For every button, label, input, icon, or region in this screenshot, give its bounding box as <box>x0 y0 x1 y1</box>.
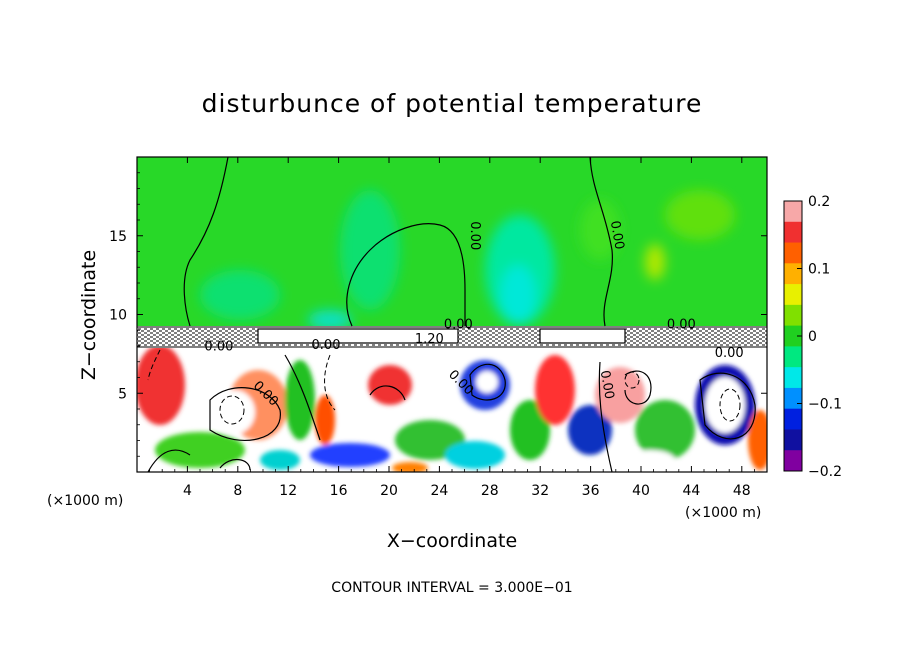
field-blob <box>155 432 245 468</box>
colorbar-segment <box>784 325 802 347</box>
x-axis: 4 8 12 16 20 24 28 32 36 40 44 48 <box>149 157 755 499</box>
field-blob <box>368 365 412 405</box>
field-blob <box>510 400 550 460</box>
x-unit-left: (×1000 m) <box>47 493 123 509</box>
contour-box <box>257 328 459 344</box>
field-blob <box>200 270 280 320</box>
field-blob <box>500 265 536 325</box>
contour-value-label: 0.00 <box>597 369 617 400</box>
field-blob <box>705 377 745 433</box>
contour-value-label: 1.20 <box>415 332 444 347</box>
contour-line <box>183 157 229 327</box>
contour-line <box>219 459 251 471</box>
field-blob <box>215 390 255 434</box>
x-tick-label: 20 <box>380 483 398 499</box>
y-tick-label: 15 <box>109 229 127 245</box>
contour-line <box>589 157 613 327</box>
field-blob <box>308 310 352 330</box>
colorbar-segment <box>784 201 802 223</box>
colorbar-segment <box>784 387 802 410</box>
contour-line <box>598 361 613 472</box>
x-axis-label: X−coordinate <box>387 530 517 552</box>
y-axis: 5 10 15 <box>109 172 767 457</box>
colorbar-segment <box>784 242 802 264</box>
field-blob <box>645 244 665 280</box>
x-unit-right: (×1000 m) <box>685 505 761 521</box>
field-blob <box>315 395 335 445</box>
contour-value-label: 0.00 <box>204 340 233 355</box>
contour-line-negative <box>719 388 741 422</box>
contour-line <box>699 372 756 440</box>
field-blob <box>137 345 185 425</box>
contour-line-negative <box>324 354 336 411</box>
chart-title: disturbunce of potential temperature <box>202 89 703 118</box>
colorbar-segment <box>784 450 802 472</box>
contour-value-label: 0.00 <box>667 318 696 333</box>
contour-line-negative <box>219 395 245 425</box>
x-tick-label: 28 <box>481 483 499 499</box>
x-tick-label: 12 <box>279 483 297 499</box>
x-tick-label: 8 <box>233 483 242 499</box>
colorbar-segment <box>784 429 802 451</box>
colorbar: 0.2 0.1 0 −0.1 −0.2 <box>783 194 842 480</box>
x-tick-label: 44 <box>682 483 700 499</box>
x-tick-label: 32 <box>531 483 549 499</box>
contour-line <box>369 385 406 401</box>
contour-line <box>624 370 652 405</box>
x-tick-label: 16 <box>330 483 348 499</box>
field-blob <box>260 450 300 470</box>
y-tick-label: 5 <box>118 386 127 402</box>
contour-value-label: 0.00 <box>312 338 341 353</box>
field-blob <box>445 441 505 469</box>
contour-interval-note: CONTOUR INTERVAL = 3.000E−01 <box>331 580 572 596</box>
contour-box <box>539 328 626 344</box>
x-tick-label: 4 <box>183 483 192 499</box>
x-tick-label: 40 <box>632 483 650 499</box>
colorbar-segment <box>784 346 802 368</box>
colorbar-tick-label: 0 <box>808 329 817 345</box>
field-blob <box>595 367 645 423</box>
contour-line <box>147 449 191 472</box>
colorbar-tick-label: 0.1 <box>808 262 830 278</box>
contour-line <box>469 363 506 401</box>
heatmap-field: 0.00 0.001.200.00 0.000.00 0.000.000.00 0.00… <box>137 157 767 472</box>
field-blob <box>392 462 428 472</box>
x-tick-label: 24 <box>430 483 448 499</box>
colorbar-segment <box>784 408 802 430</box>
field-blob <box>568 405 612 455</box>
field-blob <box>665 190 735 240</box>
contour-value-label: 0.00 <box>444 318 473 333</box>
x-tick-label: 36 <box>582 483 600 499</box>
y-tick-label: 10 <box>109 308 127 324</box>
contour-line-negative <box>624 371 640 389</box>
field-blob <box>476 371 498 393</box>
contour-value-label: 0.00 <box>715 346 744 361</box>
field-blob <box>285 360 315 440</box>
field-blob <box>310 443 390 467</box>
contour-value-label: 0.00 <box>467 221 482 250</box>
colorbar-segment <box>784 221 802 244</box>
contour-value-label: 0.00 <box>607 220 627 251</box>
colorbar-tick-label: 0.2 <box>808 194 830 210</box>
colorbar-segment <box>784 263 802 285</box>
field-blob <box>535 355 575 425</box>
contour-line <box>209 387 281 441</box>
field-blob <box>580 200 620 260</box>
y-axis-label: Z−coordinate <box>78 250 100 380</box>
field-blob <box>625 450 675 470</box>
colorbar-tick-label: −0.1 <box>808 397 842 413</box>
field-blob <box>635 400 695 460</box>
colorbar-segment <box>784 284 802 306</box>
colorbar-tick-label: −0.2 <box>808 464 842 480</box>
x-tick-label: 48 <box>733 483 751 499</box>
field-blob <box>748 410 767 470</box>
colorbar-segment <box>784 304 802 327</box>
contour-line <box>346 223 466 327</box>
colorbar-segment <box>784 367 802 389</box>
contour-line-negative <box>147 349 161 381</box>
contour-line <box>284 354 321 441</box>
